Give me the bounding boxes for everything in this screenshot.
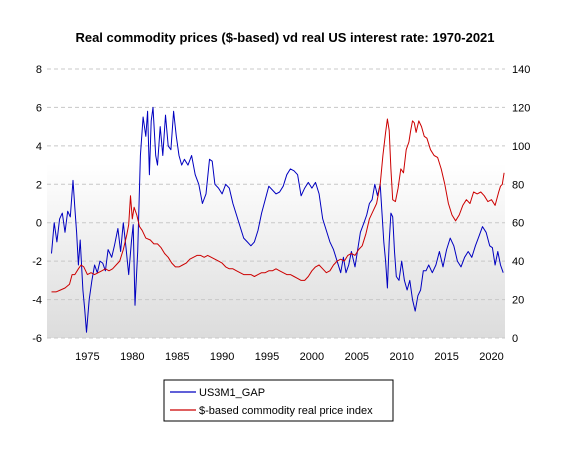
x-tick-label: 2015 [434,351,458,363]
legend-label-commodity-index: $-based commodity real price index [199,405,373,417]
right-y-tick-label: 0 [512,333,518,345]
right-y-tick-label: 80 [512,179,524,191]
right-y-tick-label: 20 [512,295,524,307]
left-y-tick-label: -4 [32,295,42,307]
x-tick-label: 1995 [255,351,279,363]
legend: US3M1_GAP $-based commodity real price i… [163,379,394,422]
right-y-tick-label: 140 [512,64,530,76]
left-y-tick-label: 8 [36,64,42,76]
plot-area [47,69,505,338]
left-y-tick-label: 2 [36,179,42,191]
x-tick-label: 2020 [479,351,503,363]
x-tick-label: 1990 [210,351,234,363]
x-tick-label: 2000 [300,351,324,363]
left-y-tick-label: 4 [36,141,42,153]
left-y-tick-label: -6 [32,333,42,345]
right-y-tick-label: 60 [512,218,524,230]
right-y-tick-label: 120 [512,102,530,114]
left-y-tick-label: 6 [36,102,42,114]
right-y-tick-label: 40 [512,256,524,268]
right-y-tick-label: 100 [512,141,530,153]
gridlines [47,68,505,339]
left-y-tick-label: -2 [32,256,42,268]
chart-title: Real commodity prices ($-based) vd real … [75,30,494,45]
x-tick-label: 1980 [120,351,144,363]
x-tick-label: 2005 [345,351,369,363]
series-lines [51,106,505,333]
x-tick-label: 2010 [389,351,413,363]
x-tick-label: 1985 [165,351,189,363]
right-axis-ticks: 0 20 40 60 80 100 120 140 [512,64,530,345]
series-line-commodity-index [51,118,505,293]
left-y-tick-label: 0 [36,218,42,230]
legend-label-us3m1-gap: US3M1_GAP [199,387,265,399]
left-axis-ticks: -6 -4 -2 0 2 4 6 8 [32,64,42,345]
x-tick-label: 1975 [75,351,99,363]
x-axis-ticks: 1975 1980 1985 1990 1995 2000 2005 2010 2015 2020 [75,351,504,363]
legend-box [163,379,394,422]
series-line-us3m1-gap [51,106,504,333]
